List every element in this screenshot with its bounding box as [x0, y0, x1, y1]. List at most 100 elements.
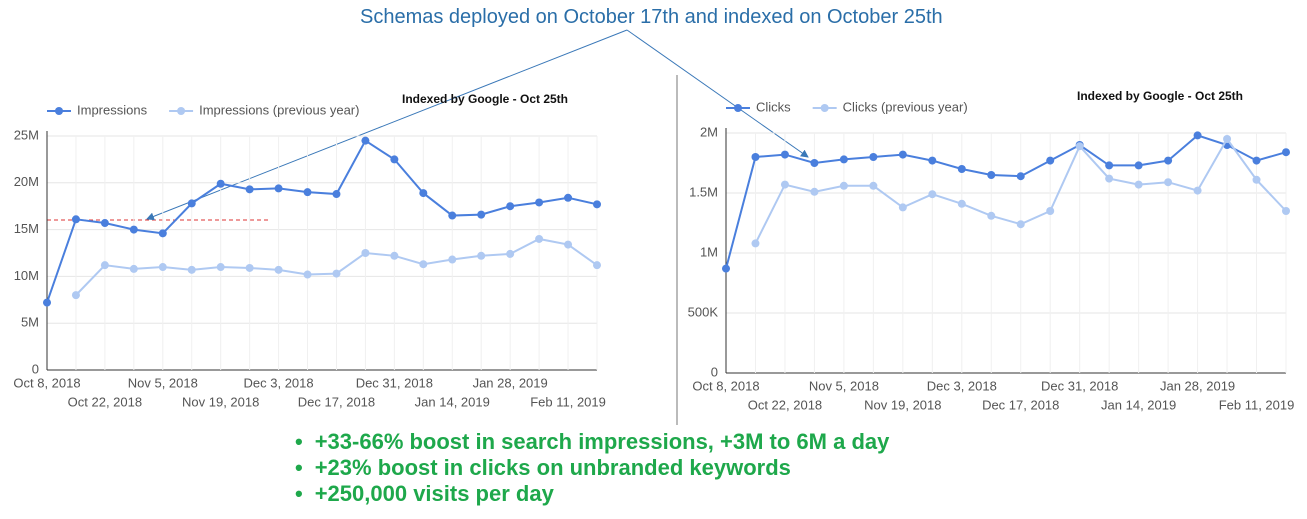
- point: [448, 211, 457, 220]
- bullet: +23% boost in clicks on unbranded keywor…: [295, 455, 889, 481]
- point: [810, 187, 819, 196]
- point: [506, 249, 515, 258]
- point: [780, 150, 789, 159]
- point: [361, 136, 370, 145]
- x-tick-label: Dec 3, 2018: [244, 375, 314, 390]
- point: [1105, 174, 1114, 183]
- x-tick-label: Dec 3, 2018: [927, 378, 997, 393]
- point: [71, 291, 80, 300]
- point: [390, 251, 399, 260]
- point: [869, 181, 878, 190]
- arrow: [146, 29, 628, 221]
- x-tick-label: Dec 17, 2018: [982, 397, 1059, 412]
- bullet: +33-66% boost in search impressions, +3M…: [295, 429, 890, 455]
- legend-swatch: [177, 107, 186, 115]
- point: [216, 263, 225, 272]
- headline: Schemas deployed on October 17th and ind…: [360, 6, 943, 28]
- point: [1252, 175, 1261, 184]
- point: [839, 155, 848, 164]
- x-tick-label: Nov 19, 2018: [864, 397, 941, 412]
- point: [987, 211, 996, 220]
- point: [100, 219, 109, 228]
- y-tick-label: 500K: [688, 304, 719, 319]
- point: [780, 180, 789, 189]
- y-tick-label: 1.5M: [689, 184, 718, 199]
- point: [535, 234, 544, 243]
- x-tick-label: Feb 11, 2019: [1219, 397, 1295, 412]
- point: [957, 199, 966, 208]
- point: [593, 261, 601, 270]
- point: [1105, 161, 1114, 170]
- annotation: Indexed by Google - Oct 25th: [402, 92, 568, 106]
- point: [869, 153, 878, 161]
- point: [957, 165, 966, 173]
- point: [245, 263, 254, 272]
- point: [898, 150, 907, 159]
- point: [43, 298, 51, 307]
- y-tick-label: 0: [32, 361, 39, 376]
- point: [593, 200, 601, 209]
- point: [245, 185, 254, 194]
- x-tick-label: Dec 31, 2018: [356, 375, 433, 390]
- point: [129, 264, 138, 273]
- arrow: [626, 29, 809, 158]
- point: [477, 210, 486, 219]
- point: [158, 229, 167, 238]
- point: [898, 203, 907, 212]
- legend-swatch: [55, 107, 63, 115]
- point: [1282, 207, 1290, 215]
- y-tick-label: 2M: [700, 124, 718, 139]
- point: [71, 215, 80, 224]
- x-tick-label: Jan 14, 2019: [415, 394, 490, 409]
- y-tick-label: 15M: [14, 221, 39, 236]
- point: [419, 260, 428, 269]
- point: [1193, 131, 1202, 140]
- legend-label: Clicks: [756, 99, 791, 114]
- point: [1075, 142, 1084, 151]
- point: [1164, 156, 1173, 165]
- legend-label: Clicks (previous year): [843, 99, 968, 114]
- x-tick-label: Nov 5, 2018: [128, 375, 198, 390]
- point: [216, 179, 225, 188]
- point: [928, 156, 937, 165]
- point: [564, 240, 573, 249]
- x-tick-label: Jan 28, 2019: [473, 375, 548, 390]
- point: [1046, 156, 1055, 165]
- point: [564, 193, 573, 202]
- x-tick-label: Oct 8, 2018: [13, 375, 80, 390]
- legend-swatch: [820, 104, 829, 112]
- bullet: +250,000 visits per day: [295, 481, 889, 507]
- legend-label: Impressions: [77, 102, 148, 117]
- point: [751, 239, 760, 248]
- point: [129, 225, 138, 234]
- point: [187, 265, 196, 274]
- point: [361, 249, 370, 257]
- point: [1252, 156, 1261, 165]
- point: [332, 190, 341, 199]
- y-tick-label: 20M: [14, 174, 39, 189]
- y-tick-label: 10M: [14, 268, 39, 283]
- point: [1282, 148, 1290, 157]
- point: [390, 155, 399, 164]
- point: [506, 202, 515, 211]
- x-tick-label: Jan 28, 2019: [1160, 378, 1235, 393]
- y-tick-label: 5M: [21, 315, 39, 330]
- point: [303, 270, 312, 279]
- y-tick-label: 25M: [14, 127, 39, 142]
- x-tick-label: Oct 8, 2018: [692, 378, 759, 393]
- point: [1134, 161, 1143, 170]
- point: [1193, 186, 1202, 195]
- legend-swatch: [734, 104, 742, 112]
- bullets: +33-66% boost in search impressions, +3M…: [295, 429, 890, 507]
- point: [1016, 172, 1025, 181]
- annotation: Indexed by Google - Oct 25th: [1077, 89, 1243, 103]
- x-tick-label: Dec 31, 2018: [1041, 378, 1118, 393]
- x-tick-label: Feb 11, 2019: [530, 394, 606, 409]
- x-tick-label: Nov 5, 2018: [809, 378, 879, 393]
- series-line: [46, 139, 598, 303]
- point: [303, 188, 312, 197]
- point: [448, 255, 457, 264]
- x-tick-label: Jan 14, 2019: [1101, 397, 1176, 412]
